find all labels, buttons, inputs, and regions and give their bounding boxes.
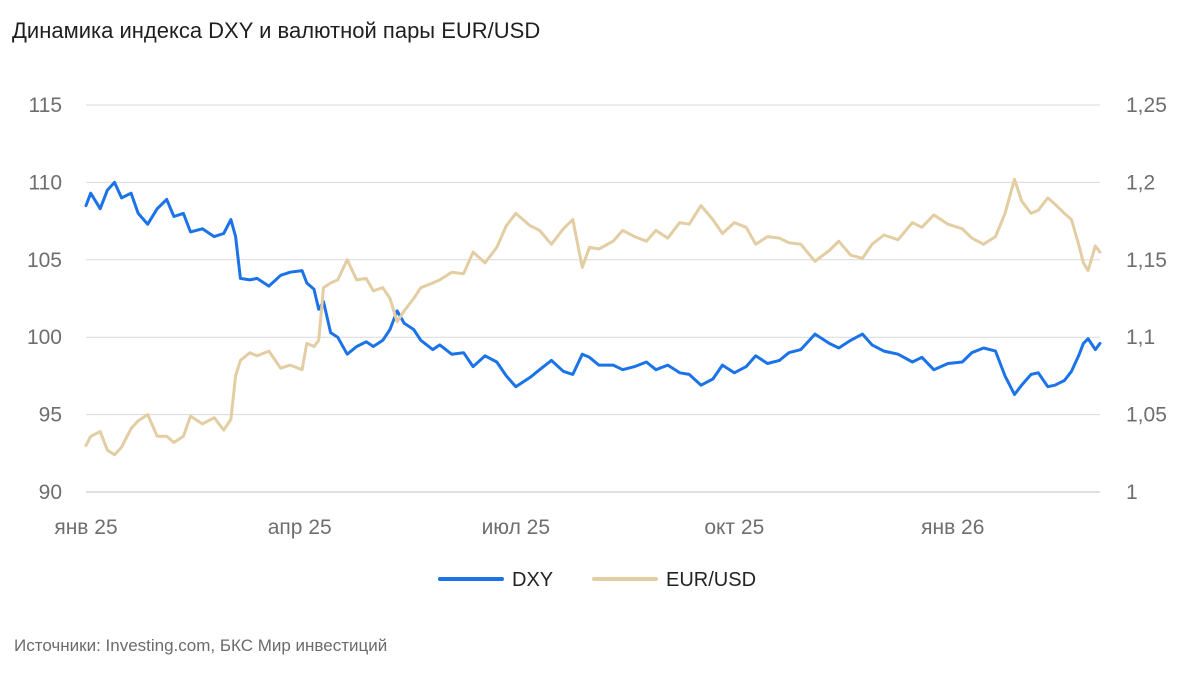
x-tick-label: окт 25 (704, 516, 764, 539)
x-tick-label: июл 25 (482, 516, 550, 539)
x-tick-label: апр 25 (268, 516, 332, 539)
right-axis-ticks: 1 1,05 1,1 1,15 1,2 1,25 (1126, 94, 1167, 504)
right-tick-label: 1,25 (1126, 94, 1167, 117)
chart-title: Динамика индекса DXY и валютной пары EUR… (12, 18, 541, 43)
left-tick-label: 105 (27, 249, 62, 272)
x-axis-ticks: янв 25 апр 25 июл 25 окт 25 янв 26 (54, 516, 984, 539)
source-note: Источники: Investing.com, БКС Мир инвест… (14, 636, 388, 655)
legend: DXY EUR/USD (438, 569, 756, 591)
left-axis-ticks: 90 95 100 105 110 115 (27, 94, 62, 504)
right-tick-label: 1,05 (1126, 404, 1167, 427)
right-tick-label: 1,15 (1126, 249, 1167, 272)
left-tick-label: 100 (27, 326, 62, 349)
right-tick-label: 1,1 (1126, 326, 1155, 349)
gridlines (86, 104, 1100, 493)
left-tick-label: 90 (39, 481, 62, 504)
eurusd-series-line (84, 177, 1102, 457)
right-tick-label: 1,2 (1126, 171, 1155, 194)
legend-label-eurusd: EUR/USD (666, 569, 756, 591)
left-tick-label: 110 (29, 171, 62, 194)
x-tick-label: янв 26 (921, 516, 984, 539)
right-tick-label: 1 (1126, 481, 1138, 504)
dxy-series-line (84, 180, 1102, 396)
left-tick-label: 115 (29, 94, 62, 117)
legend-label-dxy: DXY (512, 569, 553, 591)
x-tick-label: янв 25 (54, 516, 117, 539)
left-tick-label: 95 (39, 404, 62, 427)
series-lines (84, 177, 1102, 457)
